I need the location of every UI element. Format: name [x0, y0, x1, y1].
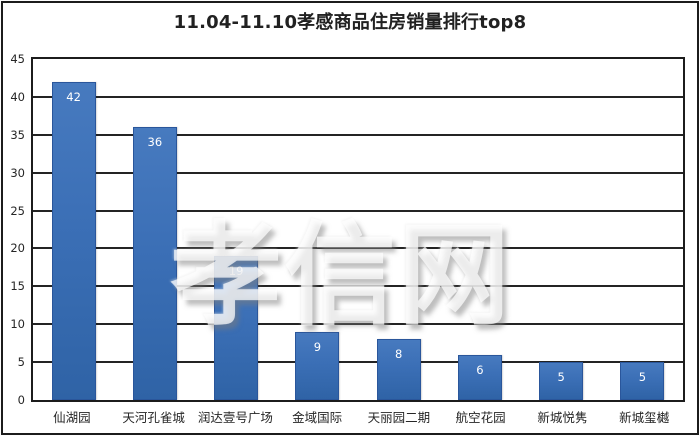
y-tick-label-30: 30: [10, 165, 25, 180]
x-category-label: 仙湖园: [53, 410, 91, 425]
bar-仙湖园: 42: [51, 82, 96, 400]
y-tick-label-10: 10: [10, 317, 25, 332]
x-category-label: 润达壹号广场: [197, 410, 273, 425]
bar-天河孔雀城: 36: [132, 127, 177, 400]
y-tick-label-0: 0: [17, 393, 25, 407]
bar-新城悦隽: 5: [539, 362, 584, 400]
gridline-10: [33, 323, 683, 326]
y-axis: 0 5 10 15 20 25 30 35 40 45: [0, 0, 27, 436]
bar-value-label: 6: [476, 363, 484, 377]
bar-value-label: 8: [394, 347, 403, 361]
bar-航空花园: 6: [457, 355, 502, 400]
gridline-5: [33, 361, 683, 364]
y-tick-label-5: 5: [17, 355, 25, 370]
y-tick-label-45: 45: [10, 52, 25, 66]
gridline-30: [33, 171, 683, 174]
bar-value-label: 42: [66, 90, 81, 104]
y-tick-label-20: 20: [10, 241, 25, 256]
gridline-40: [33, 95, 683, 98]
gridline-25: [33, 209, 683, 212]
bar-新城玺樾: 5: [620, 362, 665, 400]
bar-value-label: 9: [313, 340, 322, 354]
gridline-20: [33, 247, 683, 250]
gridline-15: [33, 285, 683, 288]
bar-value-label: 5: [638, 370, 647, 384]
x-category-label: 新城玺樾: [619, 410, 670, 425]
x-category-label: 金域国际: [292, 410, 343, 425]
plot-area: 42 36 19 9 8 6 5 5: [31, 57, 685, 402]
gridline-35: [33, 133, 683, 136]
bar-value-label: 5: [557, 370, 565, 384]
x-category-label: 天河孔雀城: [122, 410, 185, 425]
bar-value-label: 36: [147, 135, 163, 149]
y-tick-label-35: 35: [10, 127, 25, 142]
x-category-label: 航空花园: [455, 410, 506, 425]
x-category-label: 新城悦隽: [537, 410, 588, 425]
y-tick-label-40: 40: [10, 89, 25, 104]
x-category-label: 天丽园二期: [367, 410, 431, 425]
bar-value-label: 19: [228, 264, 244, 278]
y-tick-label-25: 25: [10, 203, 25, 218]
chart-title: 11.04-11.10孝感商品住房销量排行top8: [173, 12, 527, 33]
y-tick-label-15: 15: [10, 279, 25, 294]
bar-润达壹号广场: 19: [214, 256, 259, 400]
bar-金域国际: 9: [295, 332, 340, 400]
x-axis: 仙湖园 天河孔雀城 润达壹号广场 金域国际 天丽园二期 航空花园 新城悦隽 新城玺樾: [31, 407, 685, 426]
bar-天丽园二期: 8: [376, 339, 421, 400]
bar-series: 42 36 19 9 8 6 5 5: [33, 59, 683, 400]
